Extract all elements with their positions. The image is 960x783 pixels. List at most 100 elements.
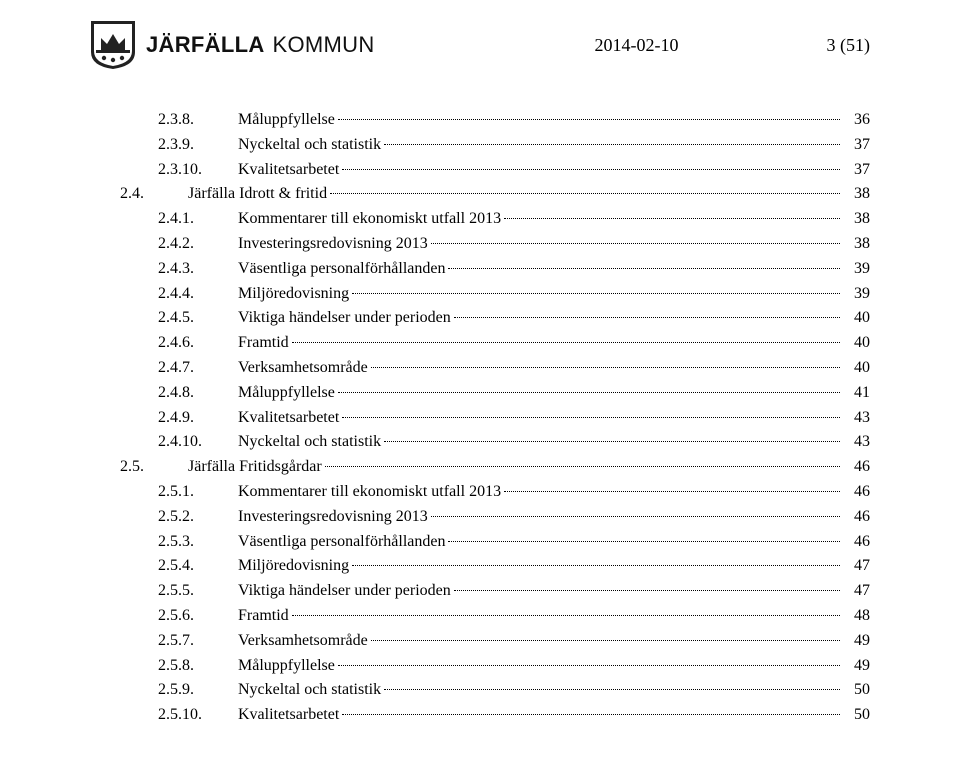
toc-title: Kommentarer till ekonomiskt utfall 2013 — [238, 480, 501, 505]
page: JÄRFÄLLA KOMMUN 2014-02-10 3 (51) 2.3.8.… — [0, 0, 960, 728]
toc-title: Framtid — [238, 331, 289, 356]
toc-row: 2.5.1.Kommentarer till ekonomiskt utfall… — [90, 480, 870, 505]
toc-row: 2.5.6.Framtid48 — [90, 604, 870, 629]
toc-row: 2.5.2.Investeringsredovisning 201346 — [90, 505, 870, 530]
toc-page-number: 41 — [844, 381, 870, 406]
toc-title: Framtid — [238, 604, 289, 629]
toc-page-number: 39 — [844, 282, 870, 307]
logo-name-light: KOMMUN — [273, 32, 375, 58]
toc-page-number: 50 — [844, 678, 870, 703]
toc-number: 2.4.9. — [158, 406, 238, 431]
toc-row: 2.4.7.Verksamhetsområde 40 — [90, 356, 870, 381]
toc-row: 2.4.2.Investeringsredovisning 201338 — [90, 232, 870, 257]
toc-number: 2.5.9. — [158, 678, 238, 703]
toc-dot-leader — [342, 714, 840, 715]
toc-title: Investeringsredovisning 2013 — [238, 232, 428, 257]
toc-page-number: 40 — [844, 306, 870, 331]
toc-dot-leader — [352, 293, 840, 294]
toc-row: 2.5.8.Måluppfyllelse49 — [90, 654, 870, 679]
toc-title: Verksamhetsområde — [238, 356, 368, 381]
toc-title: Nyckeltal och statistik — [238, 133, 381, 158]
toc-page-number: 36 — [844, 108, 870, 133]
toc-page-number: 43 — [844, 406, 870, 431]
toc-dot-leader — [338, 392, 840, 393]
toc-title: Måluppfyllelse — [238, 381, 335, 406]
toc-dot-leader — [384, 144, 840, 145]
toc-number: 2.5.10. — [158, 703, 238, 728]
toc-row: 2.5.7.Verksamhetsområde 49 — [90, 629, 870, 654]
toc-dot-leader — [371, 367, 840, 368]
header-page-indicator: 3 (51) — [827, 35, 871, 56]
toc-page-number: 49 — [844, 629, 870, 654]
toc-row: 2.4.10.Nyckeltal och statistik 43 — [90, 430, 870, 455]
toc-dot-leader — [338, 119, 840, 120]
toc-dot-leader — [342, 417, 840, 418]
toc-title: Kvalitetsarbetet — [238, 406, 339, 431]
toc-number: 2.4.3. — [158, 257, 238, 282]
toc-number: 2.4.6. — [158, 331, 238, 356]
toc-row: 2.5.4.Miljöredovisning47 — [90, 554, 870, 579]
toc-number: 2.5.1. — [158, 480, 238, 505]
toc-title: Väsentliga personalförhållanden — [238, 257, 445, 282]
toc-page-number: 38 — [844, 182, 870, 207]
toc-title: Viktiga händelser under perioden — [238, 306, 451, 331]
toc-number: 2.5.6. — [158, 604, 238, 629]
toc-title: Måluppfyllelse — [238, 654, 335, 679]
shield-icon — [90, 20, 136, 70]
table-of-contents: 2.3.8.Måluppfyllelse362.3.9.Nyckeltal oc… — [90, 108, 870, 728]
toc-dot-leader — [384, 689, 840, 690]
toc-dot-leader — [292, 342, 840, 343]
toc-row: 2.4.3.Väsentliga personalförhållanden39 — [90, 257, 870, 282]
toc-page-number: 49 — [844, 654, 870, 679]
toc-number: 2.4.1. — [158, 207, 238, 232]
toc-title: Investeringsredovisning 2013 — [238, 505, 428, 530]
toc-title: Miljöredovisning — [238, 554, 349, 579]
toc-number: 2.4.10. — [158, 430, 238, 455]
toc-row: 2.5.9.Nyckeltal och statistik 50 — [90, 678, 870, 703]
toc-number: 2.3.8. — [158, 108, 238, 133]
toc-number: 2.3.10. — [158, 158, 238, 183]
toc-row: 2.4.6.Framtid 40 — [90, 331, 870, 356]
toc-row: 2.5.10.Kvalitetsarbetet50 — [90, 703, 870, 728]
toc-dot-leader — [504, 218, 840, 219]
toc-dot-leader — [448, 268, 840, 269]
toc-page-number: 46 — [844, 530, 870, 555]
toc-dot-leader — [448, 541, 840, 542]
toc-dot-leader — [454, 317, 840, 318]
header-date: 2014-02-10 — [595, 35, 827, 56]
toc-row: 2.4.Järfälla Idrott & fritid 38 — [90, 182, 870, 207]
toc-row: 2.5.Järfälla Fritidsgårdar46 — [90, 455, 870, 480]
toc-row: 2.4.9.Kvalitetsarbetet 43 — [90, 406, 870, 431]
toc-title: Verksamhetsområde — [238, 629, 368, 654]
toc-title: Måluppfyllelse — [238, 108, 335, 133]
toc-dot-leader — [504, 491, 840, 492]
toc-title: Kvalitetsarbetet — [238, 158, 339, 183]
toc-title: Nyckeltal och statistik — [238, 678, 381, 703]
toc-number: 2.4. — [120, 182, 188, 207]
toc-page-number: 37 — [844, 158, 870, 183]
toc-row: 2.5.5.Viktiga händelser under perioden47 — [90, 579, 870, 604]
toc-page-number: 40 — [844, 331, 870, 356]
toc-row: 2.4.1.Kommentarer till ekonomiskt utfall… — [90, 207, 870, 232]
toc-page-number: 43 — [844, 430, 870, 455]
toc-dot-leader — [330, 193, 840, 194]
logo: JÄRFÄLLA KOMMUN — [90, 20, 375, 70]
toc-number: 2.4.7. — [158, 356, 238, 381]
toc-row: 2.4.4.Miljöredovisning39 — [90, 282, 870, 307]
toc-page-number: 38 — [844, 232, 870, 257]
toc-number: 2.5.4. — [158, 554, 238, 579]
toc-title: Viktiga händelser under perioden — [238, 579, 451, 604]
toc-dot-leader — [431, 516, 840, 517]
toc-page-number: 46 — [844, 480, 870, 505]
toc-title: Järfälla Idrott & fritid — [188, 182, 327, 207]
toc-page-number: 40 — [844, 356, 870, 381]
toc-dot-leader — [342, 169, 840, 170]
toc-number: 2.4.8. — [158, 381, 238, 406]
toc-number: 2.5.7. — [158, 629, 238, 654]
toc-row: 2.3.8.Måluppfyllelse 36 — [90, 108, 870, 133]
toc-title: Nyckeltal och statistik — [238, 430, 381, 455]
toc-title: Järfälla Fritidsgårdar — [188, 455, 322, 480]
toc-dot-leader — [384, 441, 840, 442]
toc-number: 2.4.5. — [158, 306, 238, 331]
toc-page-number: 46 — [844, 505, 870, 530]
